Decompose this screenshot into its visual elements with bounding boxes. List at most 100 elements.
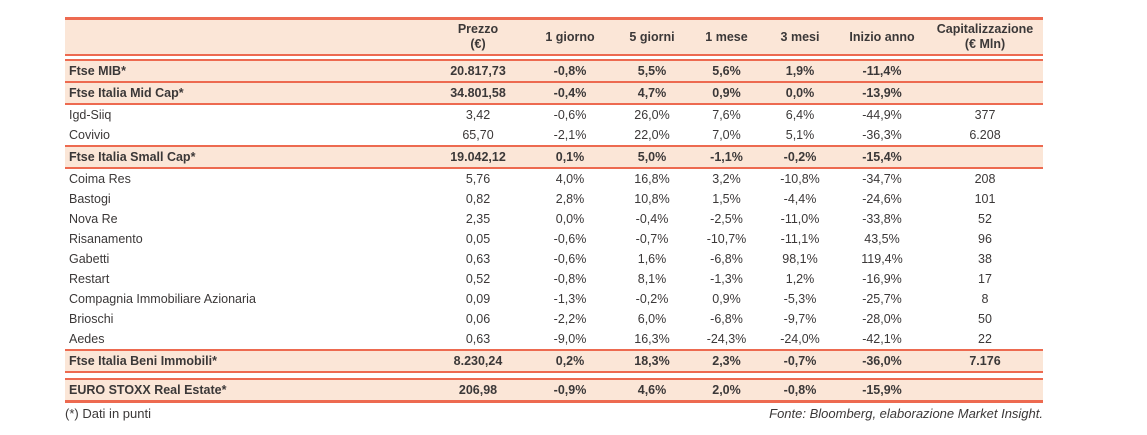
- cell-1-giorno: 0,0%: [555, 212, 585, 226]
- cell-capitalizzazione: 38: [978, 252, 992, 266]
- cell-1-mese: -2,5%: [710, 212, 743, 226]
- cell-company-name: Nova Re: [69, 212, 118, 226]
- cell-capitalizzazione: 6.208: [969, 128, 1001, 142]
- cell-prezzo: 0,06: [465, 312, 491, 326]
- cell-3-mesi: -0,7%: [783, 354, 817, 368]
- cell-inizio-anno: -36,3%: [862, 128, 902, 142]
- cell-prezzo: 0,82: [465, 192, 491, 206]
- cell-capitalizzazione: 377: [974, 108, 996, 122]
- index-row-ftse-italia-mid-cap: Ftse Italia Mid Cap* 34.801,58 -0,4% 4,7…: [65, 83, 1043, 105]
- cell-prezzo: 0,63: [465, 252, 491, 266]
- market-performance-table: Prezzo (€) 1 giorno 5 giorni 1 mese 3 me…: [65, 17, 1043, 403]
- cell-5-giorni: 5,0%: [637, 150, 667, 164]
- cell-1-mese: -10,7%: [706, 232, 747, 246]
- stock-row-risanamento: Risanamento 0,05 -0,6% -0,7% -10,7% -11,…: [65, 229, 1043, 249]
- cell-3-mesi: 5,1%: [785, 128, 815, 142]
- col-header-3-mesi: 3 mesi: [780, 30, 820, 44]
- cell-inizio-anno: -28,0%: [862, 312, 902, 326]
- cell-1-mese: 7,6%: [712, 108, 741, 122]
- cell-company-name: Bastogi: [69, 192, 111, 206]
- cell-1-mese: 0,9%: [712, 86, 741, 100]
- cell-inizio-anno: -15,4%: [862, 150, 902, 164]
- cell-capitalizzazione: 208: [974, 172, 996, 186]
- cell-prezzo: 19.042,12: [450, 150, 506, 164]
- stock-row-gabetti: Gabetti 0,63 -0,6% 1,6% -6,8% 98,1% 119,…: [65, 249, 1043, 269]
- cell-3-mesi: 6,4%: [785, 108, 815, 122]
- cell-1-giorno: -0,6%: [553, 108, 587, 122]
- cell-1-mese: 2,0%: [712, 383, 741, 397]
- cell-prezzo: 206,98: [458, 383, 498, 397]
- cell-5-giorni: -0,4%: [635, 212, 669, 226]
- cell-1-mese: -1,1%: [710, 150, 743, 164]
- cell-1-mese: 1,5%: [712, 192, 741, 206]
- cell-5-giorni: 4,7%: [637, 86, 667, 100]
- cell-1-mese: 7,0%: [712, 128, 741, 142]
- cell-inizio-anno: -42,1%: [862, 332, 902, 346]
- index-row-ftse-italia-small-cap: Ftse Italia Small Cap* 19.042,12 0,1% 5,…: [65, 145, 1043, 169]
- cell-company-name: Brioschi: [69, 312, 114, 326]
- cell-capitalizzazione: 22: [978, 332, 992, 346]
- cell-capitalizzazione: 101: [974, 192, 996, 206]
- cell-1-mese: -1,3%: [710, 272, 743, 286]
- col-header-capitalizzazione: Capitalizzazione (€ Mln): [927, 22, 1043, 52]
- cell-index-name: EURO STOXX Real Estate*: [69, 383, 227, 397]
- cell-company-name: Aedes: [69, 332, 105, 346]
- cell-inizio-anno: -24,6%: [862, 192, 902, 206]
- cell-1-giorno: -0,8%: [553, 64, 587, 78]
- cell-company-name: Restart: [69, 272, 110, 286]
- cell-5-giorni: 18,3%: [634, 354, 670, 368]
- cell-index-name: Ftse Italia Small Cap*: [69, 150, 196, 164]
- cell-1-giorno: -0,8%: [553, 272, 587, 286]
- cell-3-mesi: 1,2%: [785, 272, 815, 286]
- cell-5-giorni: -0,7%: [635, 232, 669, 246]
- stock-row-compagnia-immobiliare-azionaria: Compagnia Immobiliare Azionaria 0,09 -1,…: [65, 289, 1043, 309]
- cell-company-name: Covivio: [69, 128, 110, 142]
- col-header-prezzo-line1: Prezzo: [457, 22, 499, 36]
- cell-inizio-anno: -11,4%: [862, 64, 902, 78]
- table-footer: (*) Dati in punti Fonte: Bloomberg, elab…: [65, 406, 1043, 421]
- source-note: Fonte: Bloomberg, elaborazione Market In…: [769, 406, 1043, 421]
- index-row-ftse-italia-beni-immobili: Ftse Italia Beni Immobili* 8.230,24 0,2%…: [65, 349, 1043, 373]
- cell-3-mesi: 0,0%: [785, 86, 815, 100]
- cell-company-name: Coima Res: [69, 172, 131, 186]
- cell-prezzo: 0,09: [465, 292, 491, 306]
- cell-inizio-anno: -34,7%: [862, 172, 902, 186]
- cell-inizio-anno: -44,9%: [862, 108, 902, 122]
- cell-5-giorni: 10,8%: [634, 192, 670, 206]
- cell-1-mese: -6,8%: [710, 312, 743, 326]
- cell-inizio-anno: 119,4%: [861, 252, 903, 266]
- cell-inizio-anno: 43,5%: [864, 232, 900, 246]
- cell-5-giorni: -0,2%: [635, 292, 669, 306]
- cell-capitalizzazione: 52: [978, 212, 992, 226]
- cell-prezzo: 34.801,58: [450, 86, 506, 100]
- cell-3-mesi: -11,1%: [780, 232, 820, 246]
- cell-company-name: Gabetti: [69, 252, 110, 266]
- cell-prezzo: 5,76: [465, 172, 491, 186]
- cell-5-giorni: 6,0%: [637, 312, 667, 326]
- cell-1-mese: -24,3%: [706, 332, 747, 346]
- cell-index-name: Ftse Italia Beni Immobili*: [69, 354, 217, 368]
- cell-inizio-anno: -36,0%: [862, 354, 902, 368]
- stock-row-brioschi: Brioschi 0,06 -2,2% 6,0% -6,8% -9,7% -28…: [65, 309, 1043, 329]
- cell-3-mesi: -4,4%: [783, 192, 817, 206]
- cell-inizio-anno: -33,8%: [862, 212, 902, 226]
- cell-capitalizzazione: 50: [978, 312, 992, 326]
- col-header-1-mese: 1 mese: [705, 30, 748, 44]
- cell-capitalizzazione: 7.176: [969, 354, 1001, 368]
- cell-inizio-anno: -13,9%: [862, 86, 902, 100]
- stock-row-coima-res: Coima Res 5,76 4,0% 16,8% 3,2% -10,8% -3…: [65, 169, 1043, 189]
- cell-index-name: Ftse Italia Mid Cap*: [69, 86, 184, 100]
- cell-prezzo: 8.230,24: [453, 354, 503, 368]
- cell-5-giorni: 5,5%: [637, 64, 667, 78]
- cell-1-giorno: -9,0%: [553, 332, 587, 346]
- stock-row-restart: Restart 0,52 -0,8% 8,1% -1,3% 1,2% -16,9…: [65, 269, 1043, 289]
- cell-1-mese: 2,3%: [712, 354, 741, 368]
- cell-prezzo: 0,63: [465, 332, 491, 346]
- col-header-inizio-anno: Inizio anno: [849, 30, 915, 44]
- cell-5-giorni: 26,0%: [634, 108, 670, 122]
- col-header-cap-line1: Capitalizzazione: [936, 22, 1034, 36]
- cell-5-giorni: 16,3%: [634, 332, 670, 346]
- cell-prezzo: 2,35: [465, 212, 491, 226]
- cell-1-giorno: 0,1%: [555, 150, 585, 164]
- cell-prezzo: 65,70: [462, 128, 494, 142]
